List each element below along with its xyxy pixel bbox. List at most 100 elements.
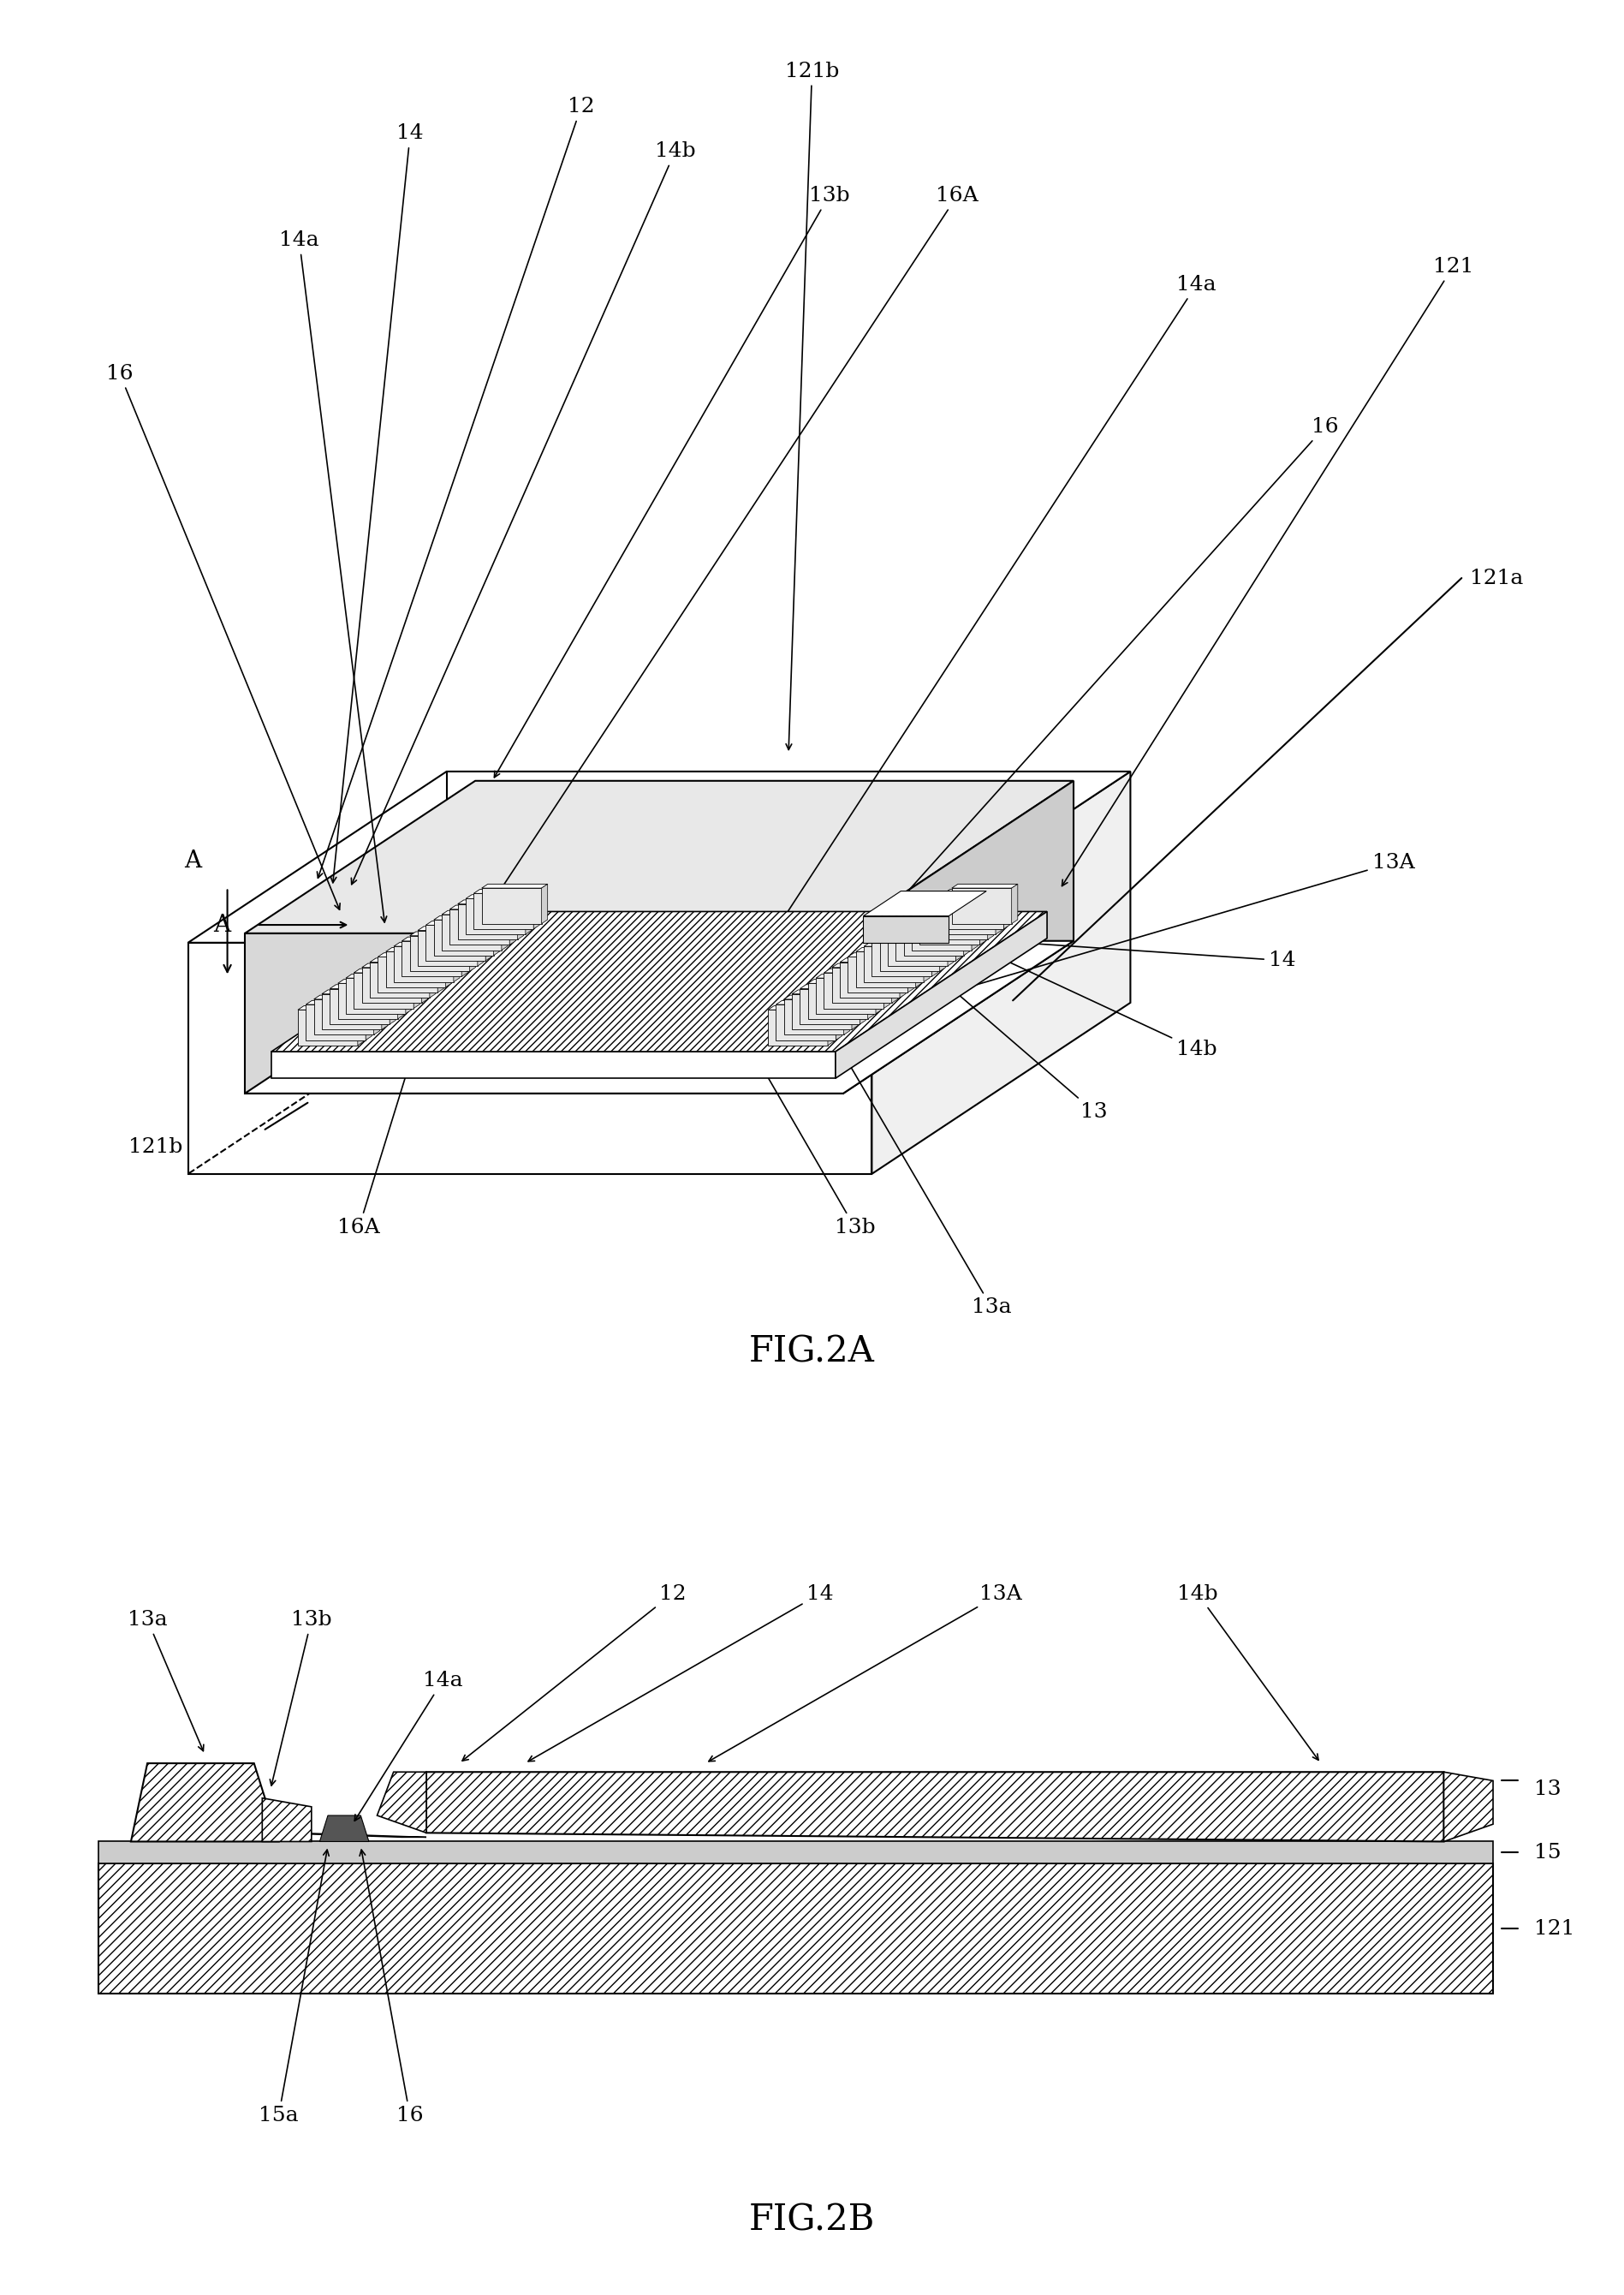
Polygon shape [864,916,948,943]
Polygon shape [840,962,900,998]
Polygon shape [422,964,427,1003]
Polygon shape [362,968,422,1003]
Polygon shape [900,957,906,998]
Polygon shape [401,941,461,978]
Polygon shape [831,964,898,968]
Text: 121: 121 [1535,1919,1575,1939]
Polygon shape [502,911,508,950]
Polygon shape [297,1010,357,1047]
Polygon shape [466,900,526,934]
Polygon shape [940,932,945,971]
Polygon shape [880,936,940,971]
Polygon shape [271,1834,427,1838]
Polygon shape [374,996,380,1035]
Polygon shape [872,936,937,941]
Polygon shape [414,968,419,1008]
Polygon shape [458,900,523,904]
Text: 13A: 13A [708,1584,1021,1760]
Text: 121b: 121b [784,62,840,750]
Text: 13b: 13b [270,1609,331,1786]
Polygon shape [892,964,898,1003]
Polygon shape [919,909,979,946]
Polygon shape [864,943,931,946]
Text: 12: 12 [317,96,594,879]
Polygon shape [387,952,445,987]
Polygon shape [510,904,516,946]
Polygon shape [872,771,1130,1175]
Text: A: A [185,849,201,872]
Polygon shape [393,946,453,982]
Polygon shape [896,920,961,925]
Text: 13b: 13b [494,186,849,778]
Polygon shape [859,985,866,1024]
Polygon shape [823,968,890,973]
Polygon shape [97,1864,1492,1994]
Polygon shape [271,1051,835,1079]
Polygon shape [362,964,427,968]
Polygon shape [378,952,443,957]
Polygon shape [245,780,1073,934]
Polygon shape [896,925,955,962]
Polygon shape [370,962,430,998]
Text: A: A [214,913,231,936]
Text: 14a: 14a [279,230,387,923]
Polygon shape [482,888,541,923]
Polygon shape [442,916,502,950]
Polygon shape [905,920,963,955]
Polygon shape [987,900,994,939]
Polygon shape [836,1001,841,1040]
Polygon shape [843,780,1073,1092]
Polygon shape [924,943,931,982]
Polygon shape [322,994,382,1030]
Polygon shape [357,1005,364,1047]
Polygon shape [354,968,419,973]
Text: 121: 121 [1062,257,1473,886]
Polygon shape [398,980,404,1019]
Polygon shape [932,936,937,978]
Polygon shape [844,996,849,1035]
Polygon shape [320,1815,369,1841]
Polygon shape [853,989,857,1030]
Polygon shape [801,989,859,1024]
Polygon shape [840,957,906,962]
Polygon shape [848,957,908,991]
Polygon shape [434,920,494,955]
Polygon shape [425,925,486,962]
Polygon shape [97,1841,1492,1864]
Polygon shape [297,1005,364,1010]
Polygon shape [382,989,388,1030]
Text: 13a: 13a [786,957,1012,1317]
Polygon shape [390,985,396,1024]
Text: 13a: 13a [127,1609,203,1751]
Polygon shape [474,893,534,929]
Polygon shape [809,982,867,1019]
Polygon shape [919,904,986,909]
Polygon shape [888,929,948,966]
Polygon shape [370,957,435,962]
Polygon shape [948,927,953,966]
Polygon shape [908,952,914,991]
Text: 14: 14 [971,936,1296,971]
Polygon shape [401,936,468,941]
Polygon shape [856,948,922,952]
Polygon shape [417,929,477,966]
Text: 13A: 13A [957,854,1415,991]
Polygon shape [494,916,500,955]
Polygon shape [867,980,874,1019]
Polygon shape [346,978,406,1014]
Polygon shape [916,948,922,987]
Polygon shape [952,884,1018,888]
Polygon shape [354,973,414,1008]
Polygon shape [245,941,1073,1092]
Polygon shape [466,895,531,900]
Polygon shape [793,994,853,1030]
Polygon shape [768,1010,828,1047]
Polygon shape [996,895,1002,934]
Text: 14a: 14a [781,275,1216,923]
Polygon shape [188,943,872,1175]
Polygon shape [935,895,1002,900]
Polygon shape [338,980,404,982]
Text: 14: 14 [331,124,424,884]
Polygon shape [271,911,1047,1051]
Polygon shape [801,985,866,989]
